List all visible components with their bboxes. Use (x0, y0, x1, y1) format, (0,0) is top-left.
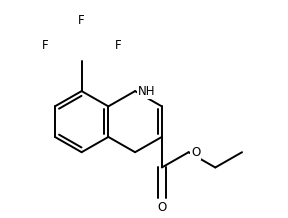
Text: NH: NH (138, 85, 155, 98)
Text: F: F (115, 39, 121, 52)
Text: O: O (191, 146, 200, 159)
Text: F: F (42, 39, 48, 52)
Text: O: O (157, 201, 166, 214)
Text: F: F (78, 14, 85, 27)
